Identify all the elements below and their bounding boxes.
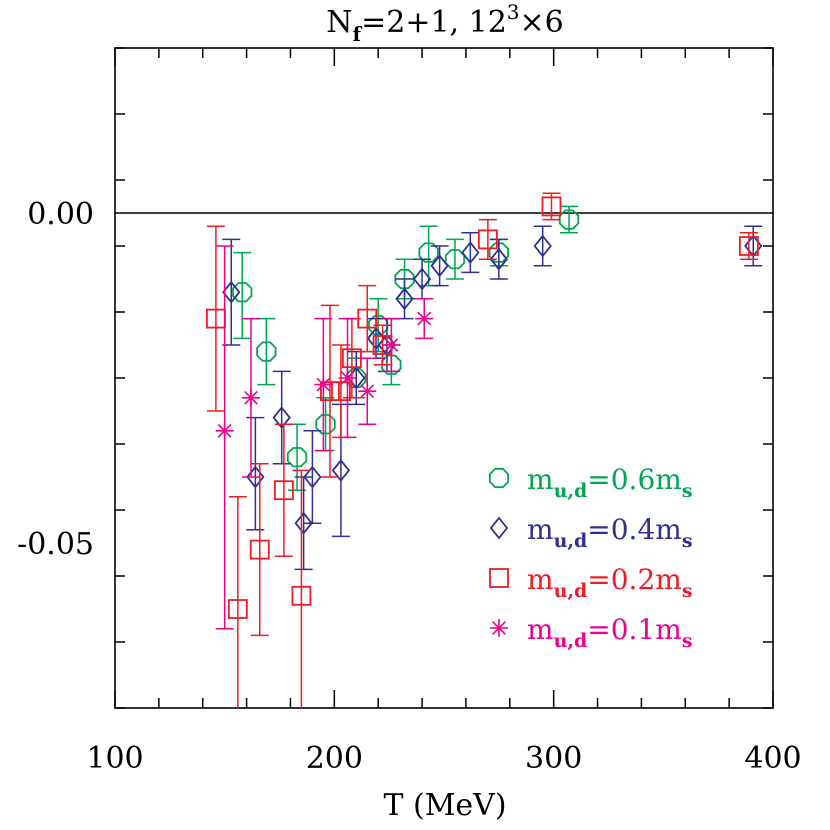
legend-label: mu,d=0.1ms <box>527 613 693 652</box>
data-point <box>358 382 377 401</box>
data-point <box>272 406 291 430</box>
data-point <box>320 381 340 402</box>
data-point <box>249 539 270 560</box>
data-point <box>395 287 414 311</box>
data-point <box>541 196 562 217</box>
title-tail: ×6 <box>520 5 564 40</box>
series-diamond <box>222 225 763 571</box>
legend-label: mu,d=0.4ms <box>527 513 693 552</box>
title-sub: f <box>352 22 362 46</box>
x-tick-label: 400 <box>744 741 801 776</box>
data-point <box>315 414 336 435</box>
data-point <box>331 458 351 482</box>
data-point <box>331 381 351 402</box>
data-point <box>382 336 401 354</box>
data-point <box>222 280 241 304</box>
data-point <box>418 242 439 263</box>
asterisk-arm <box>360 384 375 399</box>
data-marks <box>205 192 763 708</box>
series-octagon <box>232 205 580 491</box>
asterisk-arm <box>417 311 432 326</box>
x-tick-label: 100 <box>86 741 143 776</box>
data-point <box>241 388 260 407</box>
data-point <box>366 326 386 350</box>
data-point <box>314 375 333 394</box>
axis-tick-labels: 100 200 300 400 0.00 -0.05 <box>17 197 802 776</box>
data-point <box>558 209 580 230</box>
plot-frame <box>114 47 774 709</box>
data-point <box>286 447 308 468</box>
data-point <box>273 480 294 501</box>
legend-marker <box>489 568 509 588</box>
data-point <box>291 585 312 606</box>
data-point <box>303 465 322 489</box>
y-tick-label: 0.00 <box>27 197 94 232</box>
asterisk-arm <box>384 338 399 352</box>
data-point <box>430 254 449 278</box>
data-point <box>533 234 552 258</box>
data-point <box>738 236 759 256</box>
y-tick-label: -0.05 <box>17 527 94 562</box>
asterisk-arm <box>217 423 232 438</box>
axis-ticks <box>114 47 774 709</box>
legend-label: mu,d=0.6ms <box>527 463 693 502</box>
legend-marker <box>489 516 509 540</box>
data-point <box>477 229 498 250</box>
asterisk-arm <box>316 377 331 392</box>
legend: mu,d=0.6ms mu,d=0.4ms mu,d=0.2ms mu,d=0.1ms <box>488 463 693 652</box>
series-square <box>205 192 759 708</box>
x-tick-label: 200 <box>306 741 363 776</box>
data-point <box>357 308 378 329</box>
data-point <box>394 268 415 290</box>
data-point <box>232 282 253 303</box>
asterisk-arm <box>244 390 258 405</box>
x-axis-title: T (MeV) <box>383 788 506 823</box>
chart-title: Nf=2+1, 123×6 <box>326 0 564 46</box>
asterisk-arm <box>492 621 506 635</box>
data-point <box>227 599 248 619</box>
data-point <box>489 247 508 271</box>
legend-marker <box>490 619 508 637</box>
legend-marker <box>488 467 510 489</box>
title-sup: 3 <box>507 0 520 24</box>
x-tick-label: 300 <box>525 741 582 776</box>
data-point <box>294 511 313 535</box>
title-rest: =2+1, 12 <box>361 5 507 40</box>
data-point <box>368 315 389 336</box>
data-point <box>338 369 357 387</box>
series-asterisk <box>215 245 434 630</box>
legend-label: mu,d=0.2ms <box>527 563 693 602</box>
data-point <box>412 267 432 291</box>
data-point <box>461 241 480 265</box>
title-main: N <box>326 5 352 40</box>
data-point <box>256 341 277 362</box>
data-point <box>415 309 434 328</box>
data-point <box>215 421 234 440</box>
data-point <box>246 465 265 489</box>
asterisk-arm <box>340 371 355 385</box>
